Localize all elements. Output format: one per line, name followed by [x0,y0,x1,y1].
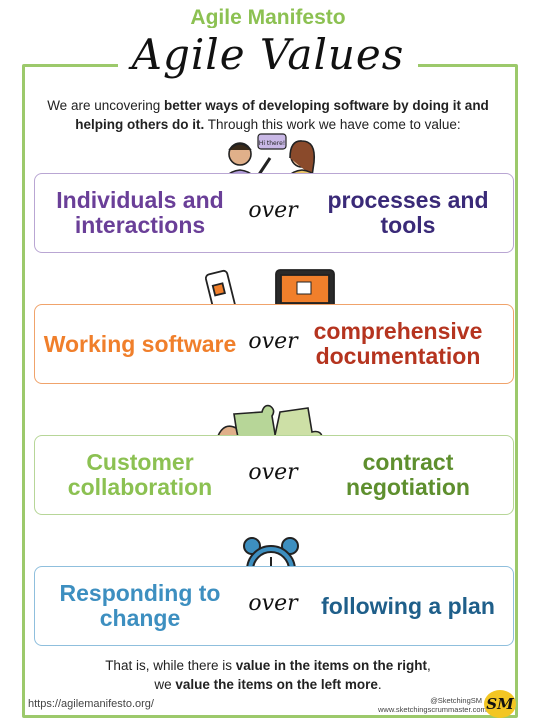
value-right-3: contract negotiation [346,449,470,500]
footer-text: That is, while there is value in the ite… [105,658,431,692]
value-left-3: Customer collaboration [67,449,213,500]
over-1: over [248,198,298,223]
value-card-2: Working software over comprehensive docu… [34,304,514,384]
intro-text: We are uncovering better ways of develop… [47,98,489,132]
credits-handle: @SketchingSM [430,696,482,705]
value-left-1: Individuals and interactions [56,187,224,238]
top-title: Agile Manifesto [190,6,346,29]
value-right-1: processes and tools [327,187,489,238]
source-link[interactable]: https://agilemanifesto.org/ [28,698,154,710]
speech-bubble: Hi there! [259,140,285,147]
value-right-4: following a plan [321,592,495,619]
credits: @SketchingSM www.sketchingscrummaster.co… [378,696,487,714]
over-4: over [248,591,298,616]
over-3: over [248,460,298,485]
page-title: Agile Values [118,28,418,82]
credits-site: www.sketchingscrummaster.com [378,705,487,714]
sketching-sm-logo: SM [484,690,516,718]
value-card-4: Responding to change over following a pl… [34,566,514,646]
over-2: over [248,329,298,354]
value-left-4: Responding to change [59,580,221,631]
value-card-3: Customer collaboration over contract neg… [34,435,514,515]
value-right-2: comprehensive documentation [313,318,483,369]
value-card-1: Individuals and interactions over proces… [34,173,514,253]
value-left-2: Working software [43,330,237,357]
